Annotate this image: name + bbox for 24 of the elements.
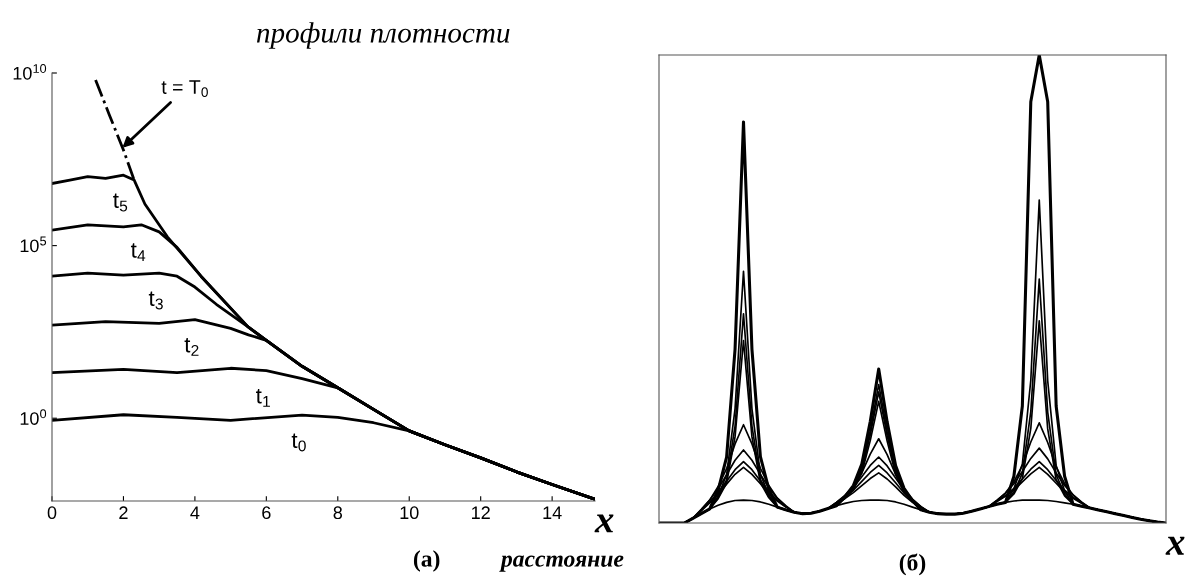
x-tick-label: 4 xyxy=(190,506,200,519)
x-tick-label: 6 xyxy=(262,506,271,520)
y-tick-label: 10$^{5}$ xyxy=(20,236,47,253)
x-tick-label: 0 xyxy=(47,506,57,520)
text: расстояние xyxy=(499,555,624,572)
chart-title: профили плотности xyxy=(256,22,510,49)
x-tick-label: 10 xyxy=(400,506,419,520)
annotation: t$_{4}$ xyxy=(130,243,146,262)
annotation: t$_{0}$ xyxy=(291,433,306,452)
x-tick-label: 12 xyxy=(472,506,490,519)
y-tick-label: 10$^{0}$ xyxy=(20,409,47,425)
y-tick-label: 10$^{10}$ xyxy=(13,64,47,80)
annotation: t$_{1}$ xyxy=(256,388,270,407)
x-tick-label: 2 xyxy=(119,506,128,519)
annotation: t$_{3}$ xyxy=(148,291,163,310)
x-axis-title: x xyxy=(594,514,614,533)
x-axis-title: x xyxy=(1165,536,1185,555)
text: (а) xyxy=(413,550,440,572)
annotation: t$_{5}$ xyxy=(113,193,128,212)
x-tick-label: 8 xyxy=(333,506,343,520)
x-tick-label: 14 xyxy=(543,506,562,519)
annotation: t = T$_{0}$ xyxy=(161,80,208,97)
annotation: t$_{2}$ xyxy=(184,337,199,356)
text: (б) xyxy=(899,553,926,576)
